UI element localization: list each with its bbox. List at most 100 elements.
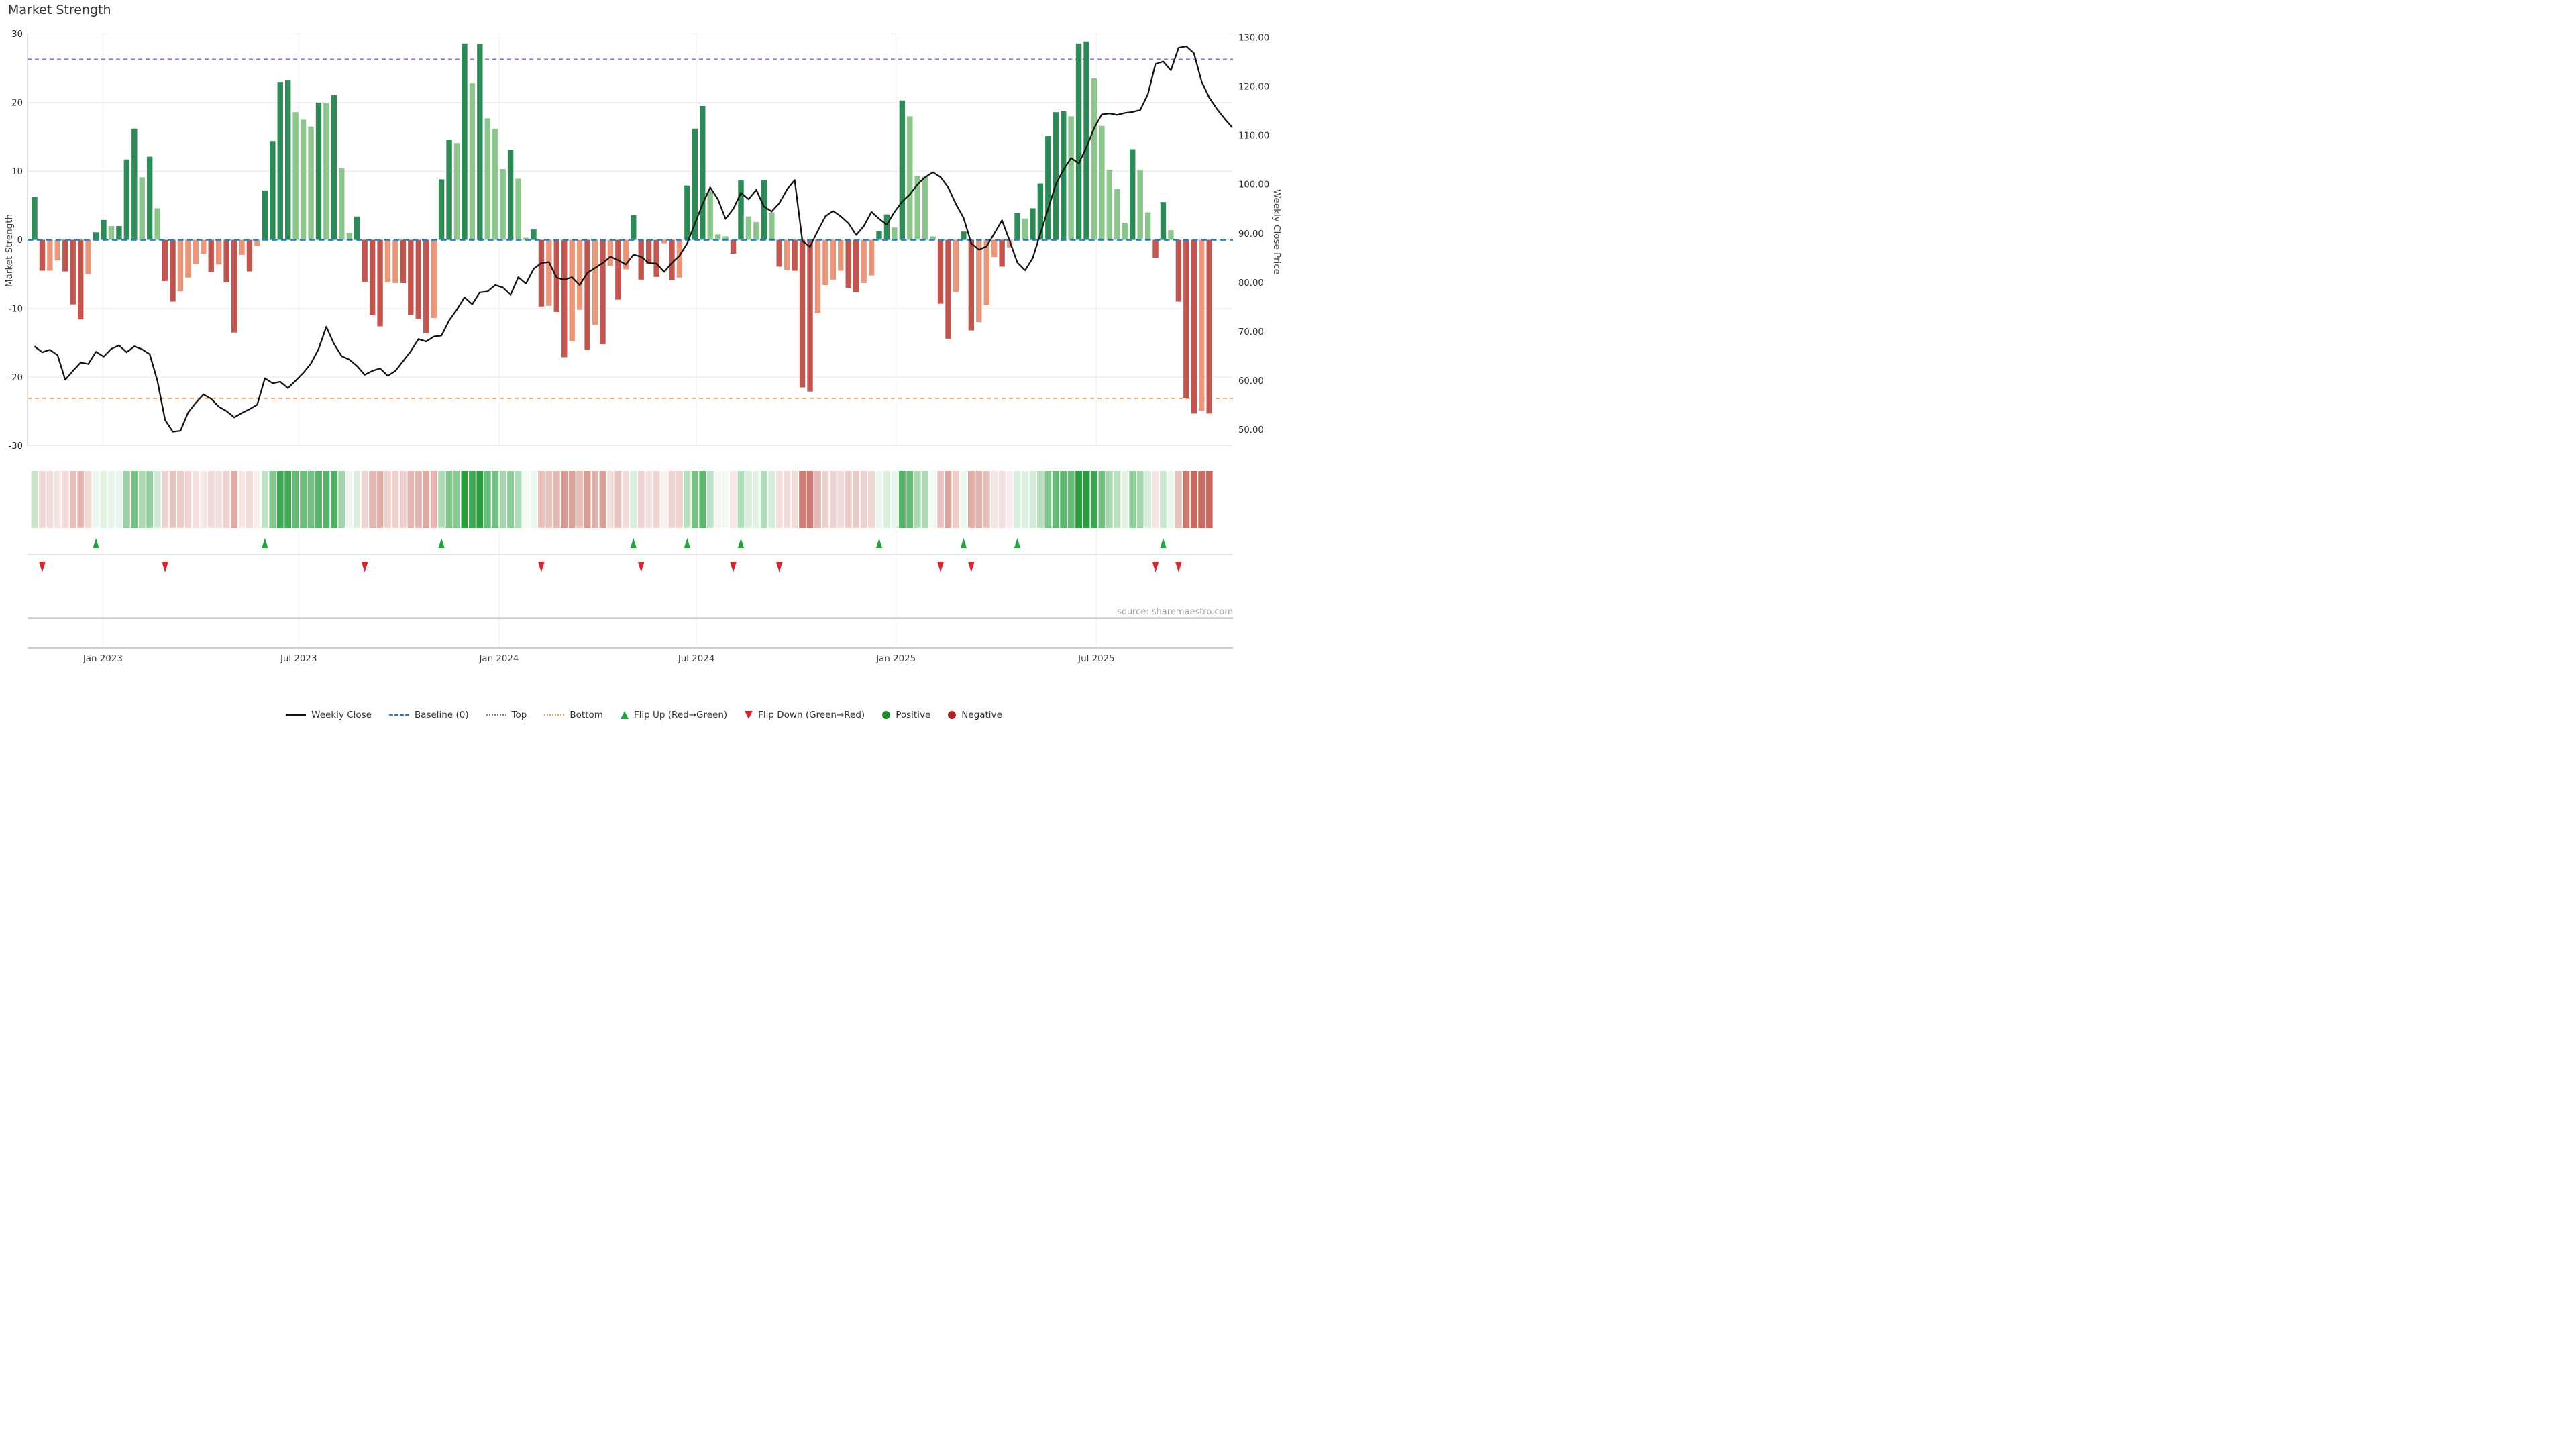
y-tick-label: -20 (8, 373, 23, 383)
strength-bar (868, 239, 875, 276)
strength-bar (600, 239, 606, 345)
heat-cell (953, 471, 959, 528)
heat-cell (154, 471, 161, 528)
heat-cell (200, 471, 207, 528)
strength-bar (830, 239, 837, 280)
strength-bar (645, 239, 652, 264)
legend-item-flip-down[interactable]: Flip Down (Green→Red) (745, 710, 865, 720)
date-label: Jul 2023 (280, 654, 317, 664)
heat-cell (123, 471, 130, 528)
heat-cell (484, 471, 491, 528)
heat-cell (768, 471, 775, 528)
date-label: Jan 2024 (478, 654, 519, 664)
strength-bar (838, 239, 844, 271)
heat-cell (784, 471, 791, 528)
heat-cell (1144, 471, 1152, 528)
strength-bar (93, 232, 99, 240)
heat-cell (384, 471, 391, 528)
heat-cell (568, 471, 576, 528)
y-tick-label: -30 (8, 441, 23, 451)
heat-cell (606, 471, 614, 528)
strength-bar (623, 239, 629, 270)
heat-cell (599, 471, 606, 528)
strength-bar (1083, 41, 1089, 240)
flip-down-marker (638, 562, 645, 572)
strength-bar (792, 239, 798, 271)
strength-bar (500, 169, 506, 240)
y-tick-label: -10 (8, 304, 23, 314)
flip-up-marker (875, 538, 883, 548)
heat-cell (998, 471, 1006, 528)
heat-cell (799, 471, 806, 528)
legend-item-top[interactable]: Top (486, 710, 527, 720)
strength-bar (669, 239, 675, 280)
legend-item-negative[interactable]: Negative (948, 710, 1002, 720)
strength-bar (930, 236, 936, 240)
legend-item-baseline[interactable]: Baseline (0) (388, 710, 469, 720)
flip-down-marker (362, 562, 368, 572)
heat-cell (1121, 471, 1128, 528)
heat-cell (300, 471, 307, 528)
strength-bar (914, 176, 920, 240)
strength-bar (937, 239, 944, 304)
heat-cell (207, 471, 215, 528)
flip-up-marker (960, 538, 967, 548)
heat-cell (668, 471, 676, 528)
heat-cell (54, 471, 61, 528)
strength-bar (892, 227, 898, 240)
strength-bar (822, 239, 828, 286)
strength-bar (531, 229, 537, 240)
strength-bar (899, 100, 906, 240)
strength-bar (730, 239, 737, 254)
legend-label: Positive (896, 710, 931, 720)
legend-label: Negative (961, 710, 1002, 720)
heat-cell (415, 471, 422, 528)
heat-cell (945, 471, 952, 528)
strength-bar (392, 239, 398, 283)
legend-label: Flip Up (Red→Green) (633, 710, 728, 720)
strength-bar (1106, 170, 1113, 240)
heat-cell (162, 471, 168, 528)
flip-up-marker (684, 538, 690, 548)
heat-cell (85, 471, 92, 528)
strength-bar (814, 239, 821, 313)
strength-bar (323, 103, 329, 240)
legend-item-positive[interactable]: Positive (882, 710, 930, 720)
legend-item-bottom[interactable]: Bottom (544, 710, 603, 720)
heat-cell (269, 471, 276, 528)
strength-bar (177, 239, 184, 292)
y-tick-label: 0 (17, 235, 23, 246)
heat-cell (453, 471, 460, 528)
strength-bar (692, 128, 698, 240)
flip-down-marker (1175, 562, 1182, 572)
heat-cell (238, 471, 246, 528)
strength-bar (1199, 239, 1205, 411)
strength-bar (339, 168, 345, 240)
heat-cell (684, 471, 691, 528)
heat-cell (745, 471, 752, 528)
strength-bar (215, 239, 222, 265)
strength-bar (246, 239, 253, 272)
heat-cell (31, 471, 38, 528)
heat-cell (93, 471, 99, 528)
chart-title: Market Strength (8, 3, 111, 17)
strength-bar (907, 116, 913, 240)
heat-cell (714, 471, 722, 528)
strength-bar (85, 239, 91, 274)
heat-cell (261, 471, 268, 528)
strength-bar (101, 219, 107, 240)
strength-bar (507, 150, 514, 240)
legend-item-flip-up[interactable]: Flip Up (Red→Green) (620, 710, 728, 720)
legend-item-weekly-close[interactable]: Weekly Close (286, 710, 372, 720)
heat-cell (330, 471, 337, 528)
heat-cell (1190, 471, 1197, 528)
heat-cell (115, 471, 123, 528)
strength-bar (446, 140, 452, 240)
heat-cell (131, 471, 138, 528)
heat-cell (430, 471, 437, 528)
heat-cell (883, 471, 890, 528)
strength-bar (193, 239, 199, 264)
heat-cell (775, 471, 783, 528)
legend-label: Flip Down (Green→Red) (758, 710, 865, 720)
strength-bar (661, 239, 667, 244)
